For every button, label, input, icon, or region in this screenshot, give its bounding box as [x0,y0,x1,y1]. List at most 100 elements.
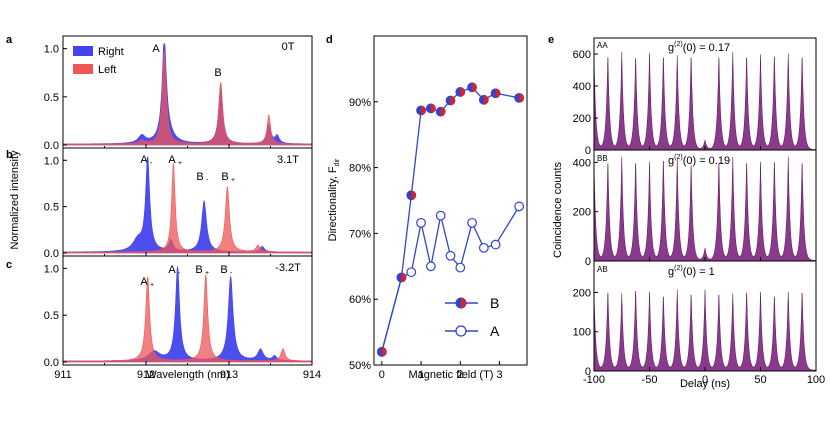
field-label-b: 3.1T [277,154,299,166]
g2-sup-bb: (2) [674,154,683,161]
peak-sub-b-4: + [231,177,235,184]
g2-value-ab: (0) = 1 [683,266,715,278]
panel-d: d 50% 60% 70% 80% 90% 0 1 2 3 Magnetic field (T)… [326,34,528,381]
ytick-label-e-0-3: 600 [573,49,591,61]
y-axis-label-d: Directionality, Fdir [327,158,341,241]
x-axis-label-d: Magnetic field (T) [409,369,494,381]
ytick-label-e-1-2: 400 [573,157,591,169]
xtick-label-d-1: 1 [418,369,424,381]
point-a-6 [445,250,456,261]
row-label-aa: AA [597,41,608,50]
g2-label-aa: g(2)(0) = 0.17 [668,41,730,54]
ytick-label-e-1-1: 200 [573,207,591,219]
spectrum-c-left [62,274,313,363]
ytick-label-e-0-1: 200 [573,113,591,125]
peak-label-b-3: B [196,171,203,183]
xtick-label-e-0: -100 [583,374,605,386]
ytick-label-d-2: 70% [349,228,371,240]
row-label-ab: AB [597,265,608,274]
x-axis-label-e: Delay (ns) [680,378,730,390]
ytick-label-e-1-0: 0 [585,256,591,268]
g2-sup-aa: (2) [674,41,683,48]
subpanel-a: 0.0 0.5 1.0 [44,35,313,152]
point-a-4 [425,261,436,272]
peak-sub-c-3: + [205,270,209,277]
peak-label-c-1: A [140,276,148,288]
peak-sub-c-4: - [230,270,233,277]
xtick-label-e-1: -50 [642,374,658,386]
ytick-label-c-2: 1.0 [44,263,59,275]
peak-label-b-1: A [140,154,148,166]
point-a-10 [490,239,501,250]
panel-letter-d: d [326,34,333,46]
peak-label-b-4: B [221,171,228,183]
point-a-9 [478,242,489,253]
legend-label-right: Right [98,46,124,58]
ytick-label-e-0-2: 400 [573,81,591,93]
legend-marker-a [455,325,467,337]
point-b-half-3 [421,105,426,115]
xtick-label-e-2: 0 [702,374,708,386]
xtick-label-spectra-1: 912 [137,369,155,381]
xtick-label-d-3: 3 [496,369,502,381]
y-axis-label-spectra: Normalized intensity [9,150,21,250]
frame-e-aa [593,37,817,151]
peak-label-a-1: A [152,43,160,55]
ytick-label-e-2-1: 100 [573,327,591,339]
row-labels-e: AA BB AB g(2)(0) = 0.17 g(2)(0) = 0.19 g… [597,41,730,278]
peak-label-c-2: A [168,264,176,276]
ytick-label-c-1: 0.5 [44,310,59,322]
spectrum-b-left [62,162,313,254]
point-b-half-2 [411,190,416,200]
ytick-label-c-0: 0.0 [44,357,59,369]
point-a-5 [435,210,446,221]
histogram-bb [593,156,817,262]
legend-marker-b-half [461,298,466,308]
point-a-11 [514,201,525,212]
peak-labels-b: A - A + B - B + [140,154,235,184]
panel-letter-b: b [6,149,13,161]
xtick-label-e-4: 100 [807,374,825,386]
ytick-label-d-0: 50% [349,360,371,372]
legend-label-a: A [490,323,500,339]
y-axis-label-d-main: Directionality, F [327,166,339,241]
ytick-label-d-3: 80% [349,163,371,175]
y-axis-label-d-group: Directionality, Fdir [327,158,341,241]
legend-spectra: Right Left [73,46,124,76]
g2-sup-ab: (2) [674,265,683,272]
field-label-c: -3.2T [275,262,301,274]
legend-swatch-left [73,64,93,74]
point-b-half-11 [519,93,524,103]
ytick-label-b-1: 0.5 [44,202,59,214]
point-b-half-9 [483,95,489,105]
spectrum-c-right [62,266,313,363]
g2-label-ab: g(2)(0) = 1 [668,265,715,278]
spectrum-b-right [62,156,313,254]
point-b-half-0 [381,347,387,357]
legend-d: B A [445,295,500,339]
g2-value-bb: (0) = 0.19 [683,155,730,167]
g2-label-bb: g(2)(0) = 0.19 [668,154,730,167]
line-d-b [381,86,520,352]
ytick-label-a-2: 1.0 [44,44,59,56]
g2-value-aa: (0) = 0.17 [683,42,730,54]
panel-letter-c: c [6,259,12,271]
xtick-label-e-3: 50 [754,374,766,386]
frame-b [62,147,313,257]
peak-sub-c-2: - [178,270,181,277]
spectra-panels: a b c 0.0 0.5 1.0 0.0 0.5 1.0 0.0 0.5 1.0 911 91… [6,34,321,381]
point-b-half-8 [472,82,477,92]
directionality-plot: 50% 60% 70% 80% 90% 0 1 2 3 [349,35,528,381]
frame-d [373,35,528,366]
point-a-2 [406,267,417,278]
peak-sub-b-1: - [150,160,153,167]
legend-label-b: B [490,295,499,311]
spectrum-a-left [62,51,313,146]
legend-label-left: Left [98,64,116,76]
panel-letter-a: a [6,34,13,46]
legend-swatch-right [73,46,93,56]
ytick-label-e-2-2: 200 [573,287,591,299]
